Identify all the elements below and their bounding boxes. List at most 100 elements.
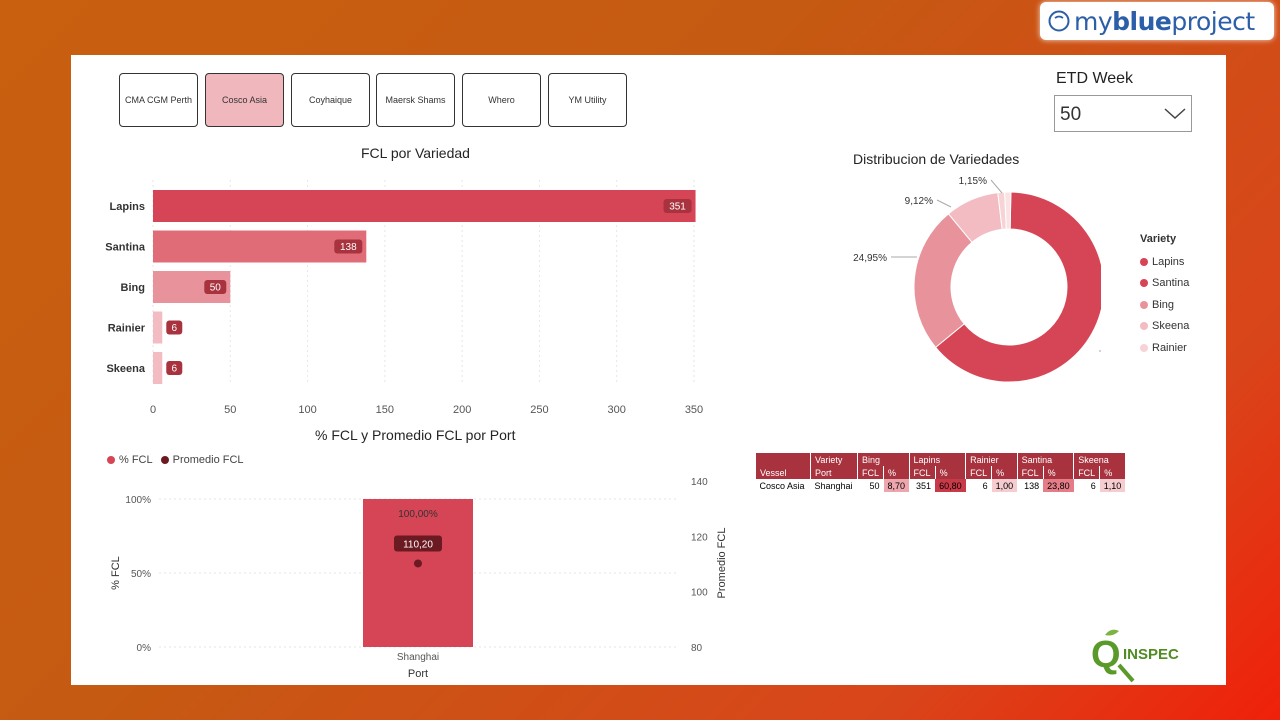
header-cell: Vessel xyxy=(755,466,811,479)
x-tick-label: 0 xyxy=(150,404,156,416)
leaf-icon xyxy=(1105,629,1119,636)
y2-tick-label: 140 xyxy=(691,477,708,488)
legend-item[interactable]: Lapins xyxy=(1140,251,1189,273)
y-tick-label: 0% xyxy=(137,643,152,654)
legend-item[interactable]: Rainier xyxy=(1140,337,1189,359)
header-cell: Lapins xyxy=(908,453,966,466)
data-label-bg xyxy=(663,199,692,213)
inspec-logo: Q INSPEC xyxy=(1091,629,1179,683)
legend-label-avg: Promedio FCL xyxy=(172,454,244,466)
etd-week-dropdown[interactable]: 50 xyxy=(1054,95,1192,132)
data-label-bg xyxy=(166,361,183,375)
blueberry-icon xyxy=(1048,10,1070,32)
legend-label-pct: % FCL xyxy=(119,454,153,466)
legend-marker-pct xyxy=(107,456,115,464)
slice-label: 24,95% xyxy=(853,253,887,264)
x-tick-label: Shanghai xyxy=(397,652,439,663)
legend-label: Lapins xyxy=(1152,255,1185,268)
table-cell: 1,10 xyxy=(1099,479,1126,492)
legend-item[interactable]: Santina xyxy=(1140,273,1189,295)
header-cell: Santina xyxy=(1016,453,1074,466)
category-label: Santina xyxy=(105,242,146,254)
inspec-logo-letter: Q xyxy=(1091,634,1121,676)
header-cell: Skeena xyxy=(1073,453,1126,466)
table-header-row: Variety Bing Lapins Rainier Santina Skee… xyxy=(755,453,1126,466)
slicer-button-cma-cgm-perth[interactable]: CMA CGM Perth xyxy=(119,73,198,127)
legend-marker xyxy=(1140,322,1148,331)
data-label: 351 xyxy=(669,202,686,213)
pct-fcl-by-port-chart: 0% 50% 100% 80 100 120 140 % FCL Promedio FCL 100… xyxy=(110,477,728,680)
y2-tick-label: 120 xyxy=(691,532,708,543)
slice-label: 1,15% xyxy=(959,176,987,187)
header-cell: FCL xyxy=(856,466,884,479)
header-cell: Bing xyxy=(857,453,910,466)
y-axis-label: % FCL xyxy=(110,556,122,590)
report-canvas: CMA CGM Perth Cosco Asia Coyhaique Maers… xyxy=(71,55,1226,685)
table-cell: 1,00 xyxy=(991,479,1018,492)
table-cell: 6 xyxy=(1090,480,1096,491)
table-row: Cosco Asia Shanghai 50 8,70 351 60,80 6 … xyxy=(756,479,1126,492)
header-cell: FCL xyxy=(965,466,992,479)
category-label: Lapins xyxy=(110,201,145,213)
legend-label: Santina xyxy=(1152,277,1190,290)
y2-tick-label: 80 xyxy=(691,643,703,654)
header-cell: Variety xyxy=(810,453,858,466)
slicer-button-coyhaique[interactable]: Coyhaique xyxy=(291,73,370,127)
etd-week-value: 50 xyxy=(1060,104,1082,125)
bar xyxy=(153,190,696,222)
y2-tick-label: 100 xyxy=(691,588,708,599)
data-label: 6 xyxy=(171,323,177,334)
slicer-button-maersk-shams[interactable]: Maersk Shams xyxy=(376,73,455,127)
category-label: Rainier xyxy=(108,323,146,335)
chevron-down-icon xyxy=(1164,108,1186,120)
legend-marker xyxy=(1140,257,1148,266)
data-label: 100,00% xyxy=(398,509,438,520)
myblueproject-logo: myblueproject xyxy=(1040,2,1274,40)
slicer-button-ym-utility[interactable]: YM Utility xyxy=(548,73,627,127)
donut-slice xyxy=(1004,191,1012,230)
legend-item[interactable]: Skeena xyxy=(1140,316,1189,338)
slice-label: 9,12% xyxy=(905,196,933,207)
table-header-row: Vessel Port FCL % FCL % FCL % FCL % FCL … xyxy=(755,466,1126,479)
header-cell: FCL xyxy=(1016,466,1044,479)
header-cell: Rainier xyxy=(965,453,1018,466)
legend-label: Skeena xyxy=(1152,320,1190,333)
category-label: Skeena xyxy=(106,363,145,375)
legend-label: Bing xyxy=(1152,298,1175,311)
data-label: 6 xyxy=(171,364,177,375)
fcl-pivot-table: Variety Bing Lapins Rainier Santina Skee… xyxy=(755,453,1126,492)
combo-legend: % FCL Promedio FCL xyxy=(107,454,244,466)
table-cell: 50 xyxy=(869,480,880,491)
fcl-by-variety-chart: 0 50 100 150 200 250 300 350 Lapins 351 Santina 138… xyxy=(105,180,703,416)
data-label: 50 xyxy=(210,283,222,294)
data-label: 138 xyxy=(340,242,357,253)
header-cell: % xyxy=(1042,466,1074,479)
slicer-button-cosco-asia[interactable]: Cosco Asia xyxy=(205,73,284,127)
data-label-bg xyxy=(394,535,442,552)
table-cell: 23,80 xyxy=(1043,479,1074,492)
legend-item[interactable]: Bing xyxy=(1140,294,1189,316)
data-label-bg xyxy=(204,280,227,294)
bar-chart-title: FCL por Variedad xyxy=(361,145,470,161)
legend-marker xyxy=(1140,300,1148,309)
legend-marker-avg xyxy=(160,456,169,464)
bar xyxy=(153,352,163,384)
inspec-logo-text: INSPEC xyxy=(1123,646,1179,663)
legend-marker xyxy=(1140,343,1148,352)
slicer-button-whero[interactable]: Whero xyxy=(462,73,541,127)
x-tick-label: 200 xyxy=(453,404,471,416)
etd-week-label: ETD Week xyxy=(1056,70,1134,87)
table-cell: Shanghai xyxy=(814,480,853,491)
x-tick-label: 300 xyxy=(608,404,626,416)
logo-text: myblueproject xyxy=(1074,6,1255,36)
table-cell: 60,80 xyxy=(935,479,966,492)
x-axis-label: Port xyxy=(408,668,428,680)
data-label: 110,20 xyxy=(403,539,433,550)
table-cell: 138 xyxy=(1024,480,1040,491)
table-cell: Cosco Asia xyxy=(759,480,805,491)
legend-label: Rainier xyxy=(1152,341,1187,354)
table-cell: 8,70 xyxy=(883,479,910,492)
donut-legend: Lapins Santina Bing Skeena Rainier xyxy=(1140,251,1189,359)
avg-point xyxy=(414,559,422,568)
variety-distribution-chart: 63,73%24,95%9,12%1,15% xyxy=(853,176,1101,383)
